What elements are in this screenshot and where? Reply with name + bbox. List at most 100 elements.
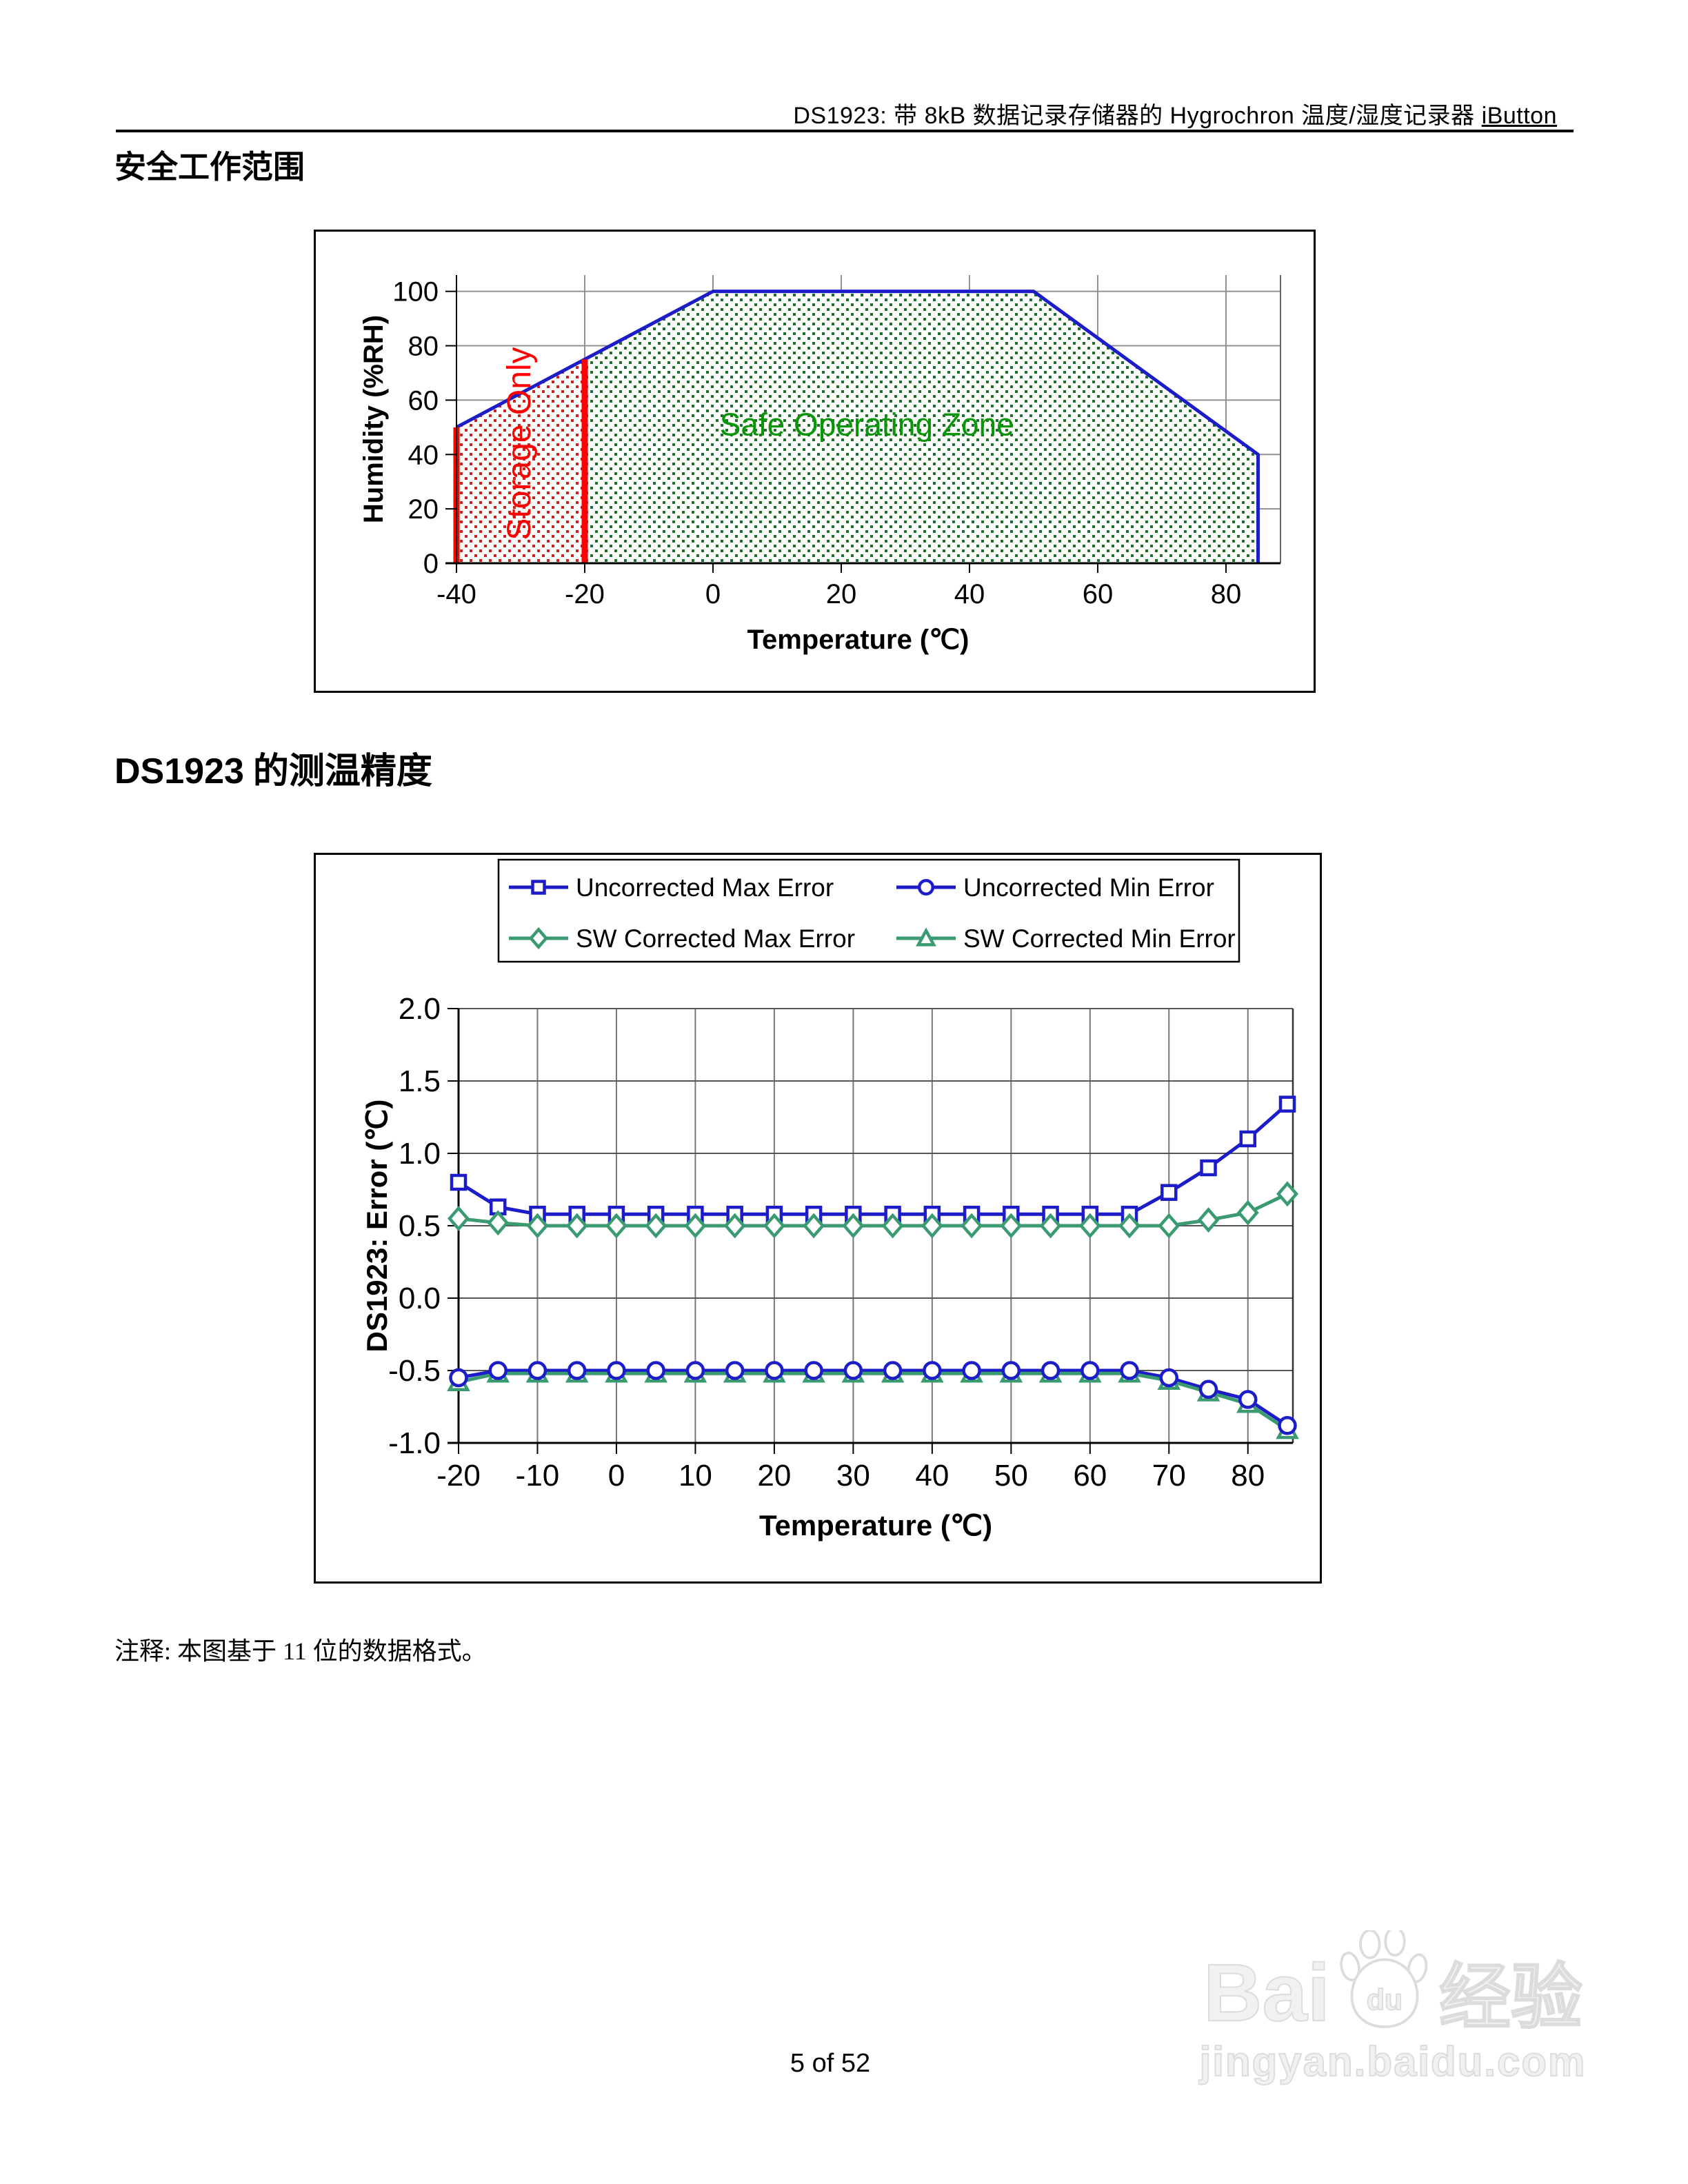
series-marker-diamond [723,1213,746,1239]
header-rule [116,130,1574,132]
series-marker-diamond [1000,1213,1023,1239]
x-tick-label: 0 [705,579,721,609]
series-marker-diamond [921,1213,943,1239]
y-tick-label: 80 [408,332,439,362]
page-header: DS1923: 带 8kB 数据记录存储器的 Hygrochron 温度/湿度记… [793,97,1557,130]
x-tick-label: 10 [679,1459,712,1493]
legend-label: Uncorrected Max Error [576,873,834,902]
series-marker-diamond [565,1213,588,1239]
series-marker-circle [488,1361,508,1380]
watermark-du: du [1367,1984,1403,2016]
series-marker-square [1160,1184,1178,1201]
y-tick-label: 40 [408,440,439,470]
series-marker-diamond [803,1213,825,1239]
series-marker-circle [923,1361,942,1380]
series-marker-circle [765,1361,784,1380]
note-text: 注释: 本图基于 11 位的数据格式。 [114,1637,487,1665]
series-marker-circle [1159,1368,1179,1388]
series-marker-circle [1120,1361,1139,1380]
watermark-brand: Bai du 经验 [1165,1930,1620,2034]
series-marker-diamond [487,1210,510,1236]
series-marker-circle [883,1361,903,1380]
legend: Uncorrected Max Error Uncorrected Min Err… [497,858,1240,963]
series-marker-diamond [1276,1181,1298,1207]
series-marker-diamond [763,1213,785,1239]
header-title: DS1923: 带 8kB 数据记录存储器的 Hygrochron 温度/湿度记… [793,103,1482,129]
series-marker-diamond [881,1213,904,1239]
safe-operating-range-chart: -40 -20 0 20 40 60 80 0 20 40 60 80 100 Temperature (… [314,230,1316,693]
series-marker-diamond [1078,1213,1101,1239]
y-tick-label: 60 [408,385,439,416]
legend-label: SW Corrected Min Error [963,924,1236,953]
series-marker-diamond [526,1213,549,1239]
storage-only-label: Storage Only [501,347,538,540]
baidu-jingyan-watermark: Bai du 经验 jingyan.baidu.com [1165,1930,1620,2085]
legend-label: SW Corrected Max Error [576,924,855,953]
series-marker-circle [962,1361,981,1380]
series-marker-square [531,880,546,895]
header-ibutton: iButton [1481,103,1557,129]
x-tick-label: 70 [1152,1459,1186,1493]
axes: -40 -20 0 20 40 60 80 0 20 40 60 80 100 [392,275,1280,609]
x-tick-label: 0 [608,1459,625,1493]
safe-zone-label: Safe Operating Zone [720,407,1014,443]
series-marker-circle [917,878,935,896]
x-tick-label: 60 [1083,579,1114,609]
y-tick-label: 2.0 [399,992,441,1026]
series-marker-circle [1198,1379,1218,1399]
y-tick-label: -1.0 [388,1426,441,1460]
x-tick-label: 80 [1231,1459,1265,1493]
series-lines [457,1102,1289,1432]
series-line-triangle [458,1371,1289,1432]
x-tick-label: -20 [565,579,605,609]
series-marker-square [1200,1159,1217,1177]
watermark-bai: Bai [1203,1948,1331,2039]
series-marker-circle [567,1361,587,1380]
page-number: 5 of 52 [790,2049,871,2078]
baidu-paw-icon: du [1340,1930,1428,2028]
figure-error-chart: -20 -10 0 10 20 30 40 50 60 70 80 -1.0 -0.5 0.0 0.5 1.0… [314,853,1322,1584]
series-marker-diamond [961,1213,983,1239]
series-marker-circle [843,1361,863,1380]
series-line-circle [458,1368,1289,1427]
series-marker-diamond [605,1213,627,1239]
x-tick-label: -10 [516,1459,560,1493]
series-marker-circle [1041,1361,1061,1380]
y-tick-label: 0.5 [399,1209,441,1243]
series-marker-square [1278,1095,1296,1113]
series-marker-diamond [1236,1200,1259,1226]
y-axis-title: Humidity (%RH) [359,315,389,523]
x-tick-label: 20 [757,1459,791,1493]
x-tick-label: 80 [1211,579,1242,609]
series-line-square [457,1102,1289,1216]
x-tick-label: 60 [1073,1459,1107,1493]
axes: -20 -10 0 10 20 30 40 50 60 70 80 -1.0 -0.5 0.0 0.5 1.0… [388,992,1293,1493]
y-tick-label: 100 [392,277,439,307]
y-tick-label: 0.0 [399,1282,441,1315]
y-tick-label: 20 [408,494,439,525]
series-line-diamond [458,1192,1289,1228]
series-marker-circle [725,1361,745,1380]
series-marker-diamond [448,1206,470,1231]
x-tick-label: 30 [836,1459,870,1493]
x-tick-label: 50 [994,1459,1028,1493]
section-title-accuracy: DS1923 的测温精度 [114,742,432,793]
series-marker-diamond [842,1213,865,1239]
series-marker-circle [528,1361,547,1380]
figure-safe-operating-range: -40 -20 0 20 40 60 80 0 20 40 60 80 100 Temperature (… [314,230,1316,693]
series-marker-triangle [916,927,936,947]
y-tick-label: -0.5 [388,1354,441,1388]
series-marker-diamond [1197,1207,1220,1233]
series-marker-diamond [1118,1213,1141,1239]
series-marker-diamond [684,1213,707,1239]
legend-label: Uncorrected Min Error [963,873,1214,902]
series-marker-diamond [528,927,549,950]
y-axis-title: DS1923: Error (℃) [361,1100,393,1353]
safe-operating-zone [584,291,1258,563]
x-tick-label: -40 [436,579,476,609]
series-marker-diamond [1158,1213,1180,1239]
watermark-jingyan: 经验 [1438,1958,1583,2038]
x-tick-label: 20 [826,579,857,609]
x-axis-title: Temperature (℃) [747,625,969,655]
